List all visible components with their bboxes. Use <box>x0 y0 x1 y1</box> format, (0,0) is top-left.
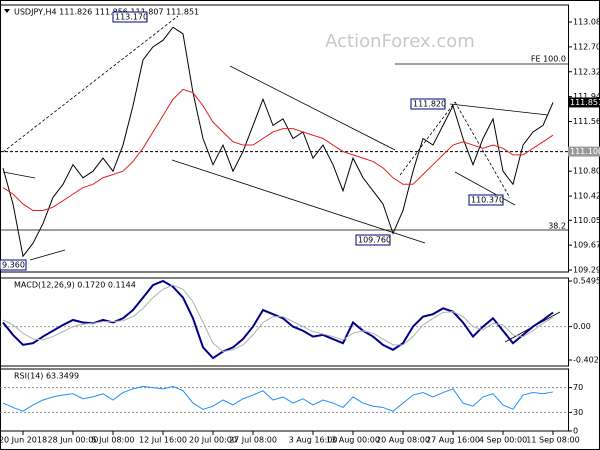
x-tick-label: 5 Jul 08:00 <box>92 436 135 445</box>
level-tag <box>568 146 600 157</box>
annotation-box <box>410 98 446 110</box>
annotation: 109.760 <box>358 236 391 245</box>
x-tick-label: 12 Jul 16:00 <box>139 436 187 445</box>
annotation: FE 100.0 <box>531 55 566 64</box>
annotation-box <box>468 194 504 206</box>
annotation-box <box>0 259 27 271</box>
x-tick-label: 20 Jun 2018 <box>0 436 47 445</box>
x-tick-label: 20 Jul 00:00 <box>189 436 237 445</box>
title-arrow <box>4 9 10 13</box>
y-tick-label: 111.940 <box>573 92 600 101</box>
y-tick-label: 111.560 <box>573 117 600 126</box>
panel-title: USDJPY,H4 111.826 111.856 111.807 111.85… <box>14 8 199 17</box>
annotation: 113.170 <box>115 13 148 22</box>
y-tick-label: 110.050 <box>573 216 600 225</box>
annotation: 38.2 <box>548 222 566 231</box>
panel <box>0 277 569 367</box>
x-tick-label: 4 Sep 00:00 <box>479 436 527 445</box>
series-line <box>2 385 554 412</box>
x-tick-label: 20 Aug 08:00 <box>376 436 430 445</box>
panel-title: MACD(12,26,9) 0.1720 0.1144 <box>14 281 136 290</box>
trend-lines <box>0 15 568 343</box>
level-tag-label: 111.100 <box>570 147 600 156</box>
annotation: 111.820 <box>413 100 446 109</box>
annotation: 9.360 <box>2 261 25 270</box>
series-line <box>2 284 554 353</box>
y-tick-label: 112.700 <box>573 42 600 51</box>
y-tick-label: 110.800 <box>573 167 600 176</box>
x-tick-label: 27 Aug 16:00 <box>426 436 480 445</box>
price-tag-label: 111.851 <box>570 98 600 107</box>
x-tick-label: 11 Sep 08:00 <box>526 436 579 445</box>
y-tick-label: 113.080 <box>573 18 600 27</box>
price-tag <box>568 97 600 108</box>
y-tick-label: 30 <box>573 408 583 417</box>
annotation-box <box>112 11 148 23</box>
annotation-box <box>355 234 391 246</box>
x-tick-label: 3 Aug 16:00 <box>289 436 338 445</box>
panel <box>0 4 569 273</box>
series-line <box>2 88 554 211</box>
series-line <box>2 26 554 258</box>
y-tick-label: 0 <box>573 427 578 436</box>
y-tick-label: 0.5495 <box>573 277 600 286</box>
y-tick-label: 109.670 <box>573 241 600 250</box>
y-tick-label: 110.420 <box>573 192 600 201</box>
panel-title: RSI(14) 63.3499 <box>14 372 79 381</box>
x-tick-label: 28 Jun 00:00 <box>48 436 99 445</box>
x-tick-label: 13 Aug 00:00 <box>326 436 380 445</box>
y-tick-label: 70 <box>573 383 583 392</box>
y-tick-label: -0.4029 <box>573 356 600 365</box>
watermark: ActionForex.com <box>325 31 475 52</box>
panel <box>0 368 569 432</box>
annotation: 110.370 <box>471 196 504 205</box>
y-tick-label: 0.00 <box>573 322 591 331</box>
y-tick-label: 109.290 <box>573 266 600 275</box>
y-tick-label: 112.320 <box>573 67 600 76</box>
x-tick-label: 27 Jul 08:00 <box>229 436 277 445</box>
